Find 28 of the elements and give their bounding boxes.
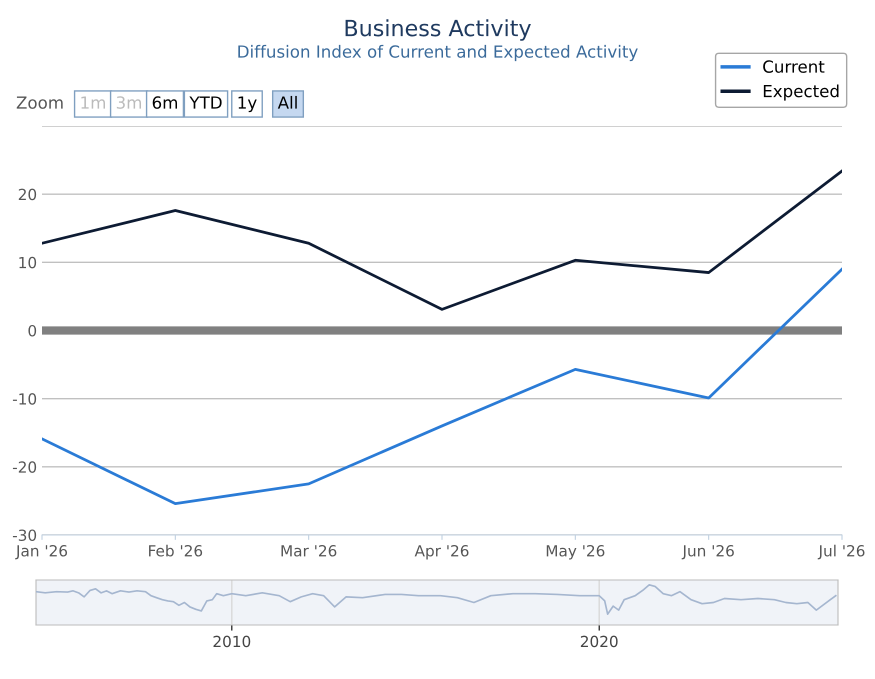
x-tick-label: Jun '26 — [682, 544, 734, 560]
x-tick-label: Feb '26 — [149, 544, 202, 557]
x-tick-label: May '26 — [546, 544, 604, 560]
y-tick-label: -30 — [12, 529, 36, 542]
y-tick-label: 20 — [18, 188, 36, 200]
line-series — [42, 268, 842, 506]
text: 3m — [116, 96, 142, 109]
x-tick-label: 2020 — [580, 636, 618, 648]
text: 6m — [152, 96, 178, 109]
y-tick-label: 0 — [28, 324, 36, 337]
x-tick-label: 2010 — [213, 636, 250, 648]
line-series — [42, 170, 842, 311]
x-tick-label: Jan '26 — [15, 544, 68, 560]
text: All — [278, 96, 297, 109]
x-tick-label: Jul '26 — [818, 544, 865, 560]
text: YTD — [189, 96, 222, 109]
y-tick-label: 10 — [19, 256, 36, 268]
x-tick-label: Mar '26 — [282, 544, 336, 557]
chart-title: Business Activity — [346, 19, 531, 41]
text: Zoom — [16, 96, 63, 109]
y-tick-label: -10 — [12, 393, 36, 405]
chart-subtitle: Diffusion Index of Current and Expected Activity — [238, 44, 638, 62]
x-tick-label: Apr '26 — [414, 544, 468, 560]
text: 1y — [238, 96, 257, 112]
legend-label: Expected — [764, 84, 838, 101]
legend-label: Current — [763, 60, 824, 73]
y-tick-label: -20 — [12, 461, 36, 473]
text: 1m — [81, 96, 106, 109]
